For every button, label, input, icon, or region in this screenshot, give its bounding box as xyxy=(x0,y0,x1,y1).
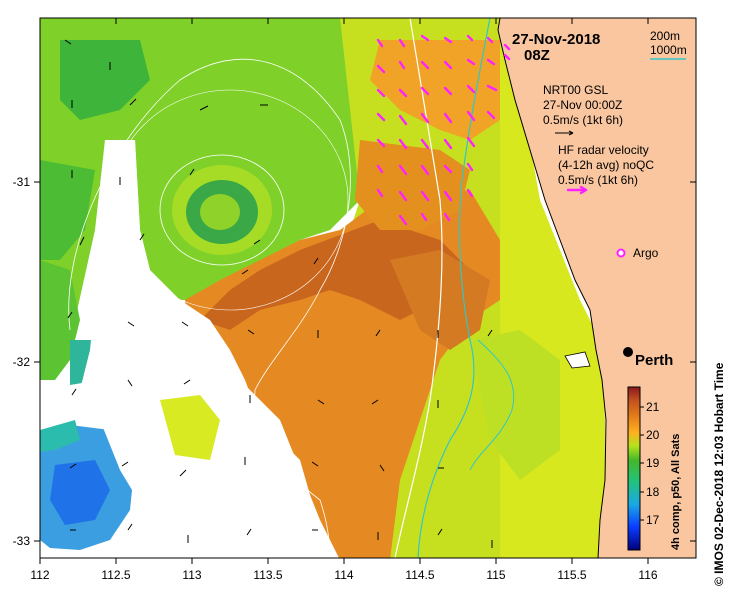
y-tick-label: -33 xyxy=(13,534,31,548)
radar-legend-arrow xyxy=(566,185,588,195)
sst-field-green-dark xyxy=(60,40,150,120)
y-tick-label: -32 xyxy=(13,355,31,369)
y-axis: -31 -32 -33 xyxy=(13,175,31,548)
radar-legend-scale: 0.5m/s (1kt 6h) xyxy=(558,173,638,187)
x-tick-label: 112 xyxy=(30,568,49,582)
date-label: 27-Nov-2018 xyxy=(512,31,600,48)
y-tick-label: -31 xyxy=(13,175,31,189)
radar-legend-line1: HF radar velocity xyxy=(558,143,649,157)
argo-label: Argo xyxy=(633,246,659,260)
time-label: 08Z xyxy=(524,47,550,64)
credit-text: © IMOS 02-Dec-2018 12:03 Hobart Time xyxy=(712,362,726,586)
contour-legend-200m: 200m xyxy=(650,29,680,43)
x-tick-label: 114.5 xyxy=(405,568,434,582)
perth-label: Perth xyxy=(635,352,673,369)
radar-legend-line2: (4-12h avg) noQC xyxy=(558,158,654,172)
colorbar-tick: 19 xyxy=(646,456,660,470)
land-australia xyxy=(497,18,696,558)
axis-tick-marks xyxy=(34,18,696,564)
argo-marker xyxy=(616,248,626,258)
x-tick-label: 115 xyxy=(486,568,505,582)
wind-legend-time: 27-Nov 00:00Z xyxy=(543,98,622,112)
x-tick-label: 115.5 xyxy=(557,568,586,582)
perth-marker xyxy=(623,347,633,357)
radar-arrows xyxy=(376,34,511,226)
x-axis: 112 112.5 113 113.5 114 114.5 115 115.5 … xyxy=(30,568,657,582)
colorbar-tick: 17 xyxy=(646,513,660,527)
plot-frame xyxy=(39,17,697,559)
contour-legend-1000m: 1000m xyxy=(650,43,687,57)
wind-legend-scale: 0.5m/s (1kt 6h) xyxy=(543,113,623,127)
wind-legend-source: NRT00 GSL xyxy=(543,83,608,97)
x-tick-label: 113 xyxy=(182,568,201,582)
colorbar-caption: 4h comp, p50, All Sats xyxy=(670,434,682,550)
contour-200m xyxy=(417,18,491,558)
x-tick-label: 113.5 xyxy=(253,568,282,582)
colorbar-tick: 18 xyxy=(646,485,660,499)
contour-1000m xyxy=(394,18,443,558)
x-tick-label: 116 xyxy=(638,568,657,582)
colorbar-tick: 20 xyxy=(646,428,660,442)
map-plot xyxy=(40,18,696,558)
colorbar-tick: 21 xyxy=(646,400,660,414)
colorbar: 21 20 19 18 17 4h comp, p50, All Sats xyxy=(627,386,682,551)
x-tick-label: 112.5 xyxy=(101,568,130,582)
wind-legend-arrow xyxy=(555,130,574,136)
x-tick-label: 114 xyxy=(334,568,353,582)
no-data-region xyxy=(80,140,320,558)
wind-arrows xyxy=(64,39,493,548)
